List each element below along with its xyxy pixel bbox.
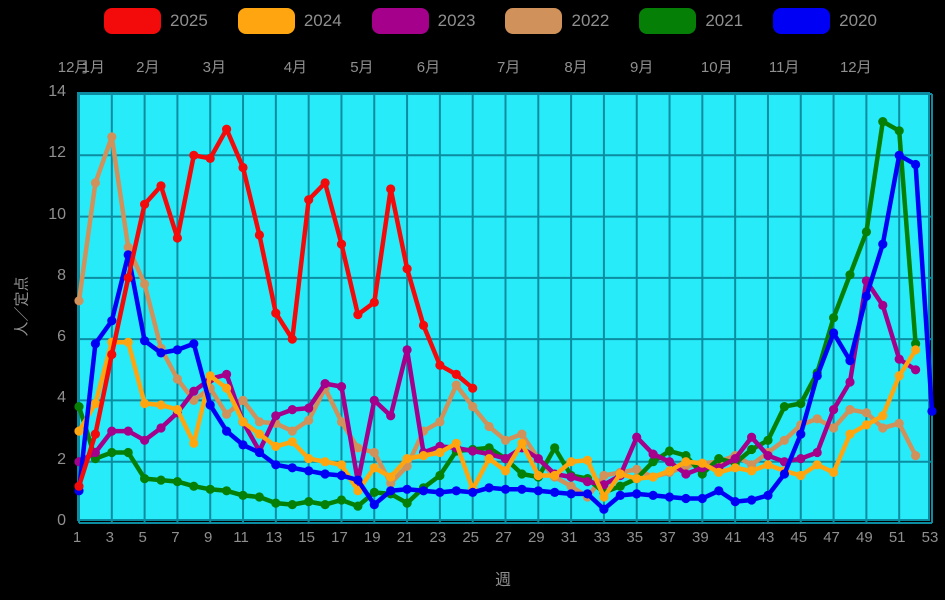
month-label: 9月 <box>630 59 654 76</box>
legend-label: 2022 <box>571 11 610 30</box>
y-tick-label: 4 <box>57 389 66 407</box>
x-tick-label: 11 <box>233 529 249 546</box>
legend: 2025 2024 2023 2022 2021 2020 <box>104 8 877 34</box>
x-tick-label: 23 <box>429 529 447 546</box>
x-tick-label: 43 <box>757 529 775 546</box>
chart-canvas <box>74 93 937 524</box>
month-label: 10月 <box>700 59 733 76</box>
series-2020 <box>74 150 937 514</box>
y-tick-label: 10 <box>48 205 66 223</box>
y-tick-label: 2 <box>57 450 66 468</box>
x-axis-title: 週 <box>494 572 512 589</box>
x-tick-label: 45 <box>790 529 808 546</box>
month-label: 11月 <box>768 59 800 76</box>
y-tick-label: 12 <box>48 144 66 162</box>
legend-swatch-icon <box>773 8 831 34</box>
legend-item-2025: 2025 <box>104 8 208 34</box>
month-label: 4月 <box>283 59 308 76</box>
x-tick-label: 13 <box>265 529 283 546</box>
month-axis: 12月 1月 2月 3月 4月 5月 6月 7月 8月 9月 10月 11月 12月 <box>0 56 945 76</box>
month-label: 6月 <box>416 59 441 76</box>
x-tick-label: 21 <box>396 529 414 546</box>
x-tick-label: 25 <box>462 529 480 546</box>
x-tick-label: 1 <box>72 529 82 546</box>
legend-label: 2024 <box>303 11 342 30</box>
x-tick-label: 5 <box>138 529 147 546</box>
x-tick-label: 15 <box>298 529 315 546</box>
month-label: 7月 <box>496 59 521 76</box>
y-axis-title: 人／定点 <box>13 276 31 337</box>
legend-item-2020: 2020 <box>773 8 877 34</box>
legend-label: 2025 <box>170 11 208 30</box>
x-tick-label: 31 <box>560 529 578 546</box>
x-tick-label: 17 <box>331 529 348 546</box>
x-tick-label: 3 <box>105 529 114 546</box>
x-tick-label: 47 <box>823 529 840 546</box>
y-tick-label: 6 <box>57 328 66 346</box>
month-label: 5月 <box>350 59 374 76</box>
month-label: 2月 <box>136 59 160 76</box>
legend-item-2023: 2023 <box>371 8 476 34</box>
plot-area <box>74 92 937 524</box>
legend-swatch-icon <box>104 8 161 34</box>
month-label: 1月 <box>81 59 105 76</box>
x-tick-label: 33 <box>593 529 611 546</box>
legend-label: 2020 <box>839 11 877 30</box>
month-label: 8月 <box>564 59 588 76</box>
x-tick-label: 9 <box>204 529 213 546</box>
x-tick-label: 19 <box>363 529 381 546</box>
legend-swatch-icon <box>237 8 295 34</box>
legend-item-2021: 2021 <box>639 8 743 34</box>
legend-label: 2023 <box>437 11 476 30</box>
y-tick-label: 8 <box>57 266 66 284</box>
legend-swatch-icon <box>505 8 563 34</box>
legend-label: 2021 <box>705 11 744 30</box>
legend-swatch-icon <box>639 8 697 34</box>
x-tick-label: 41 <box>724 529 742 546</box>
month-label: 12月 <box>57 59 90 76</box>
x-tick-label: 29 <box>527 529 545 546</box>
x-tick-label: 39 <box>692 529 709 546</box>
y-tick-label: 14 <box>48 83 66 100</box>
x-tick-label: 27 <box>495 529 512 546</box>
series-2022 <box>74 132 921 502</box>
y-tick-label: 0 <box>57 512 66 529</box>
x-tick-label: 51 <box>888 529 906 546</box>
legend-item-2022: 2022 <box>505 8 609 34</box>
x-tick-label: 49 <box>856 529 873 546</box>
series-2025 <box>74 124 478 491</box>
x-tick-label: 53 <box>921 529 939 546</box>
x-tick-label: 7 <box>171 529 180 546</box>
month-label: 12月 <box>839 59 872 76</box>
x-tick-label: 35 <box>626 529 644 546</box>
legend-item-2024: 2024 <box>237 8 342 34</box>
series-2024 <box>74 337 921 502</box>
legend-swatch-icon <box>371 8 429 34</box>
month-label: 3月 <box>202 59 226 76</box>
x-tick-label: 37 <box>659 529 676 546</box>
